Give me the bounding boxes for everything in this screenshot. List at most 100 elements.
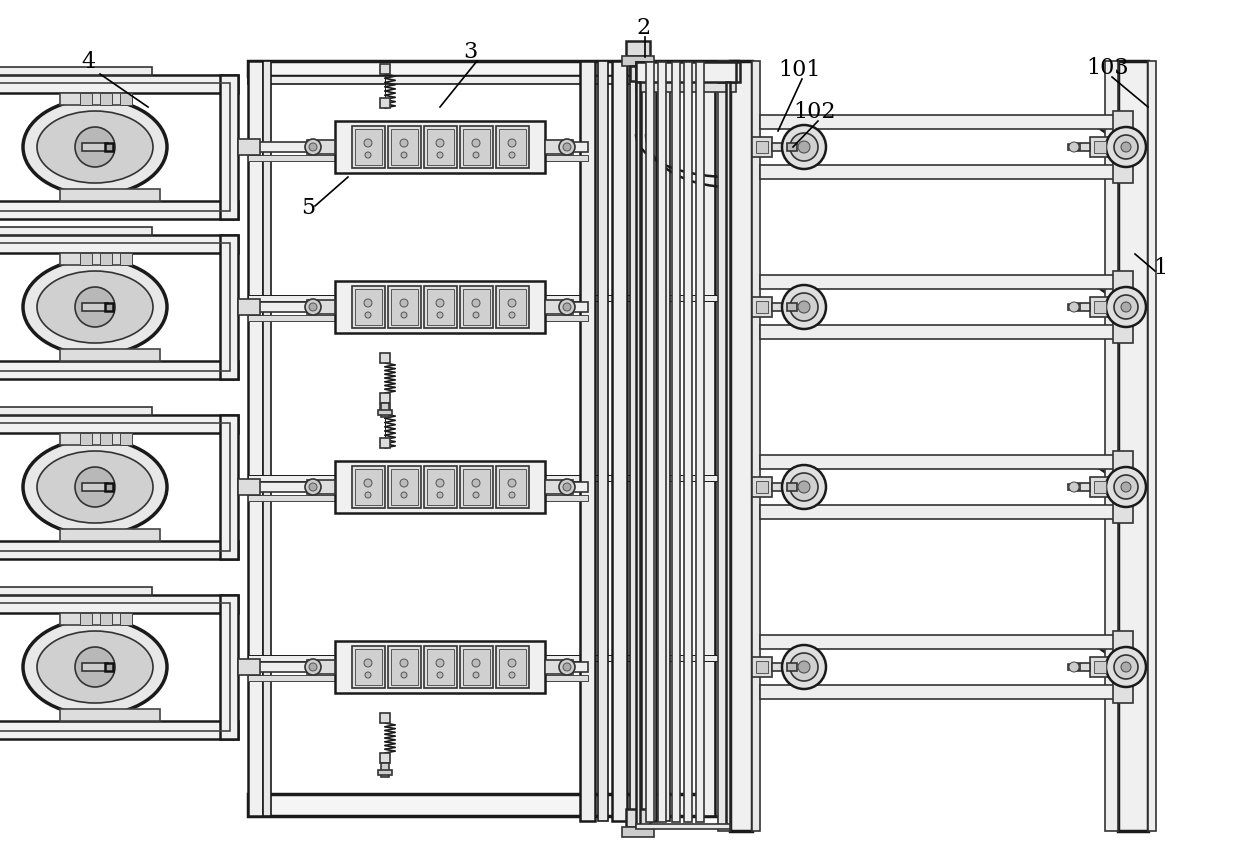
Bar <box>730 62 751 831</box>
Bar <box>427 649 454 685</box>
Bar <box>598 62 608 821</box>
Bar <box>82 484 108 491</box>
Circle shape <box>305 659 321 676</box>
Bar <box>1090 478 1110 497</box>
Bar <box>379 99 391 109</box>
Circle shape <box>401 299 408 308</box>
Bar <box>427 469 454 506</box>
Circle shape <box>563 664 570 671</box>
Bar <box>1114 322 1133 344</box>
Bar <box>622 57 653 67</box>
Bar <box>308 141 335 154</box>
Circle shape <box>790 653 818 682</box>
Bar <box>355 290 382 326</box>
Circle shape <box>508 313 515 319</box>
Circle shape <box>309 664 317 671</box>
Bar <box>715 62 730 816</box>
Bar <box>546 480 573 495</box>
Bar <box>427 130 454 165</box>
Bar <box>81 613 92 625</box>
Bar <box>1076 144 1090 152</box>
Bar <box>427 290 454 326</box>
Bar <box>379 354 391 363</box>
Bar <box>351 287 384 328</box>
Bar <box>463 130 490 165</box>
Circle shape <box>309 304 317 311</box>
Bar <box>335 641 546 693</box>
Bar <box>1068 305 1080 310</box>
Circle shape <box>790 293 818 322</box>
Circle shape <box>401 153 407 159</box>
Bar <box>1114 272 1133 293</box>
Bar <box>636 63 737 83</box>
Circle shape <box>401 672 407 678</box>
Bar <box>379 404 391 415</box>
Bar <box>751 138 773 158</box>
Bar <box>0 595 238 613</box>
Bar <box>496 467 528 508</box>
Bar <box>60 94 130 106</box>
Circle shape <box>1069 303 1079 313</box>
Bar <box>60 613 130 625</box>
Bar <box>725 83 730 827</box>
Circle shape <box>401 479 408 487</box>
Bar <box>248 655 728 661</box>
Bar <box>787 304 797 311</box>
Bar <box>81 253 92 265</box>
Bar <box>787 144 797 152</box>
Ellipse shape <box>37 112 153 183</box>
Circle shape <box>1069 142 1079 153</box>
Text: 3: 3 <box>463 41 477 63</box>
Bar <box>424 127 456 169</box>
Bar <box>756 481 768 493</box>
Bar <box>248 475 728 481</box>
Bar <box>238 140 260 156</box>
Circle shape <box>436 153 443 159</box>
Bar <box>1114 162 1133 183</box>
Bar <box>546 300 573 315</box>
Circle shape <box>365 492 371 498</box>
Circle shape <box>472 153 479 159</box>
Circle shape <box>559 140 575 156</box>
Bar <box>81 433 92 445</box>
Bar <box>60 189 160 202</box>
Bar <box>0 721 238 740</box>
Circle shape <box>508 153 515 159</box>
Circle shape <box>436 140 444 148</box>
Circle shape <box>1121 483 1131 492</box>
Bar <box>120 613 131 625</box>
Circle shape <box>782 126 826 170</box>
Bar <box>1090 138 1110 158</box>
Bar <box>760 276 1118 290</box>
Bar <box>391 469 418 506</box>
Bar <box>424 467 456 508</box>
Bar <box>1090 298 1110 317</box>
Bar <box>82 304 108 311</box>
Bar <box>82 144 108 152</box>
Circle shape <box>799 302 810 314</box>
Bar <box>756 661 768 673</box>
Bar <box>1068 664 1080 670</box>
Circle shape <box>508 672 515 678</box>
Bar <box>1076 664 1090 671</box>
Bar <box>1076 304 1090 311</box>
Circle shape <box>782 466 826 509</box>
Circle shape <box>790 473 818 502</box>
Ellipse shape <box>74 128 115 168</box>
Bar <box>308 660 335 674</box>
Bar <box>219 415 238 560</box>
Bar <box>381 403 389 417</box>
Circle shape <box>472 479 480 487</box>
Bar <box>378 410 392 415</box>
Bar <box>0 588 153 595</box>
Circle shape <box>436 659 444 667</box>
Bar <box>105 664 113 671</box>
Bar <box>684 63 692 822</box>
Bar <box>0 235 238 253</box>
Bar <box>463 649 490 685</box>
Bar <box>626 809 650 827</box>
Bar <box>636 81 737 93</box>
Bar <box>546 660 573 674</box>
Bar <box>248 156 588 162</box>
Text: 1: 1 <box>1153 257 1167 279</box>
